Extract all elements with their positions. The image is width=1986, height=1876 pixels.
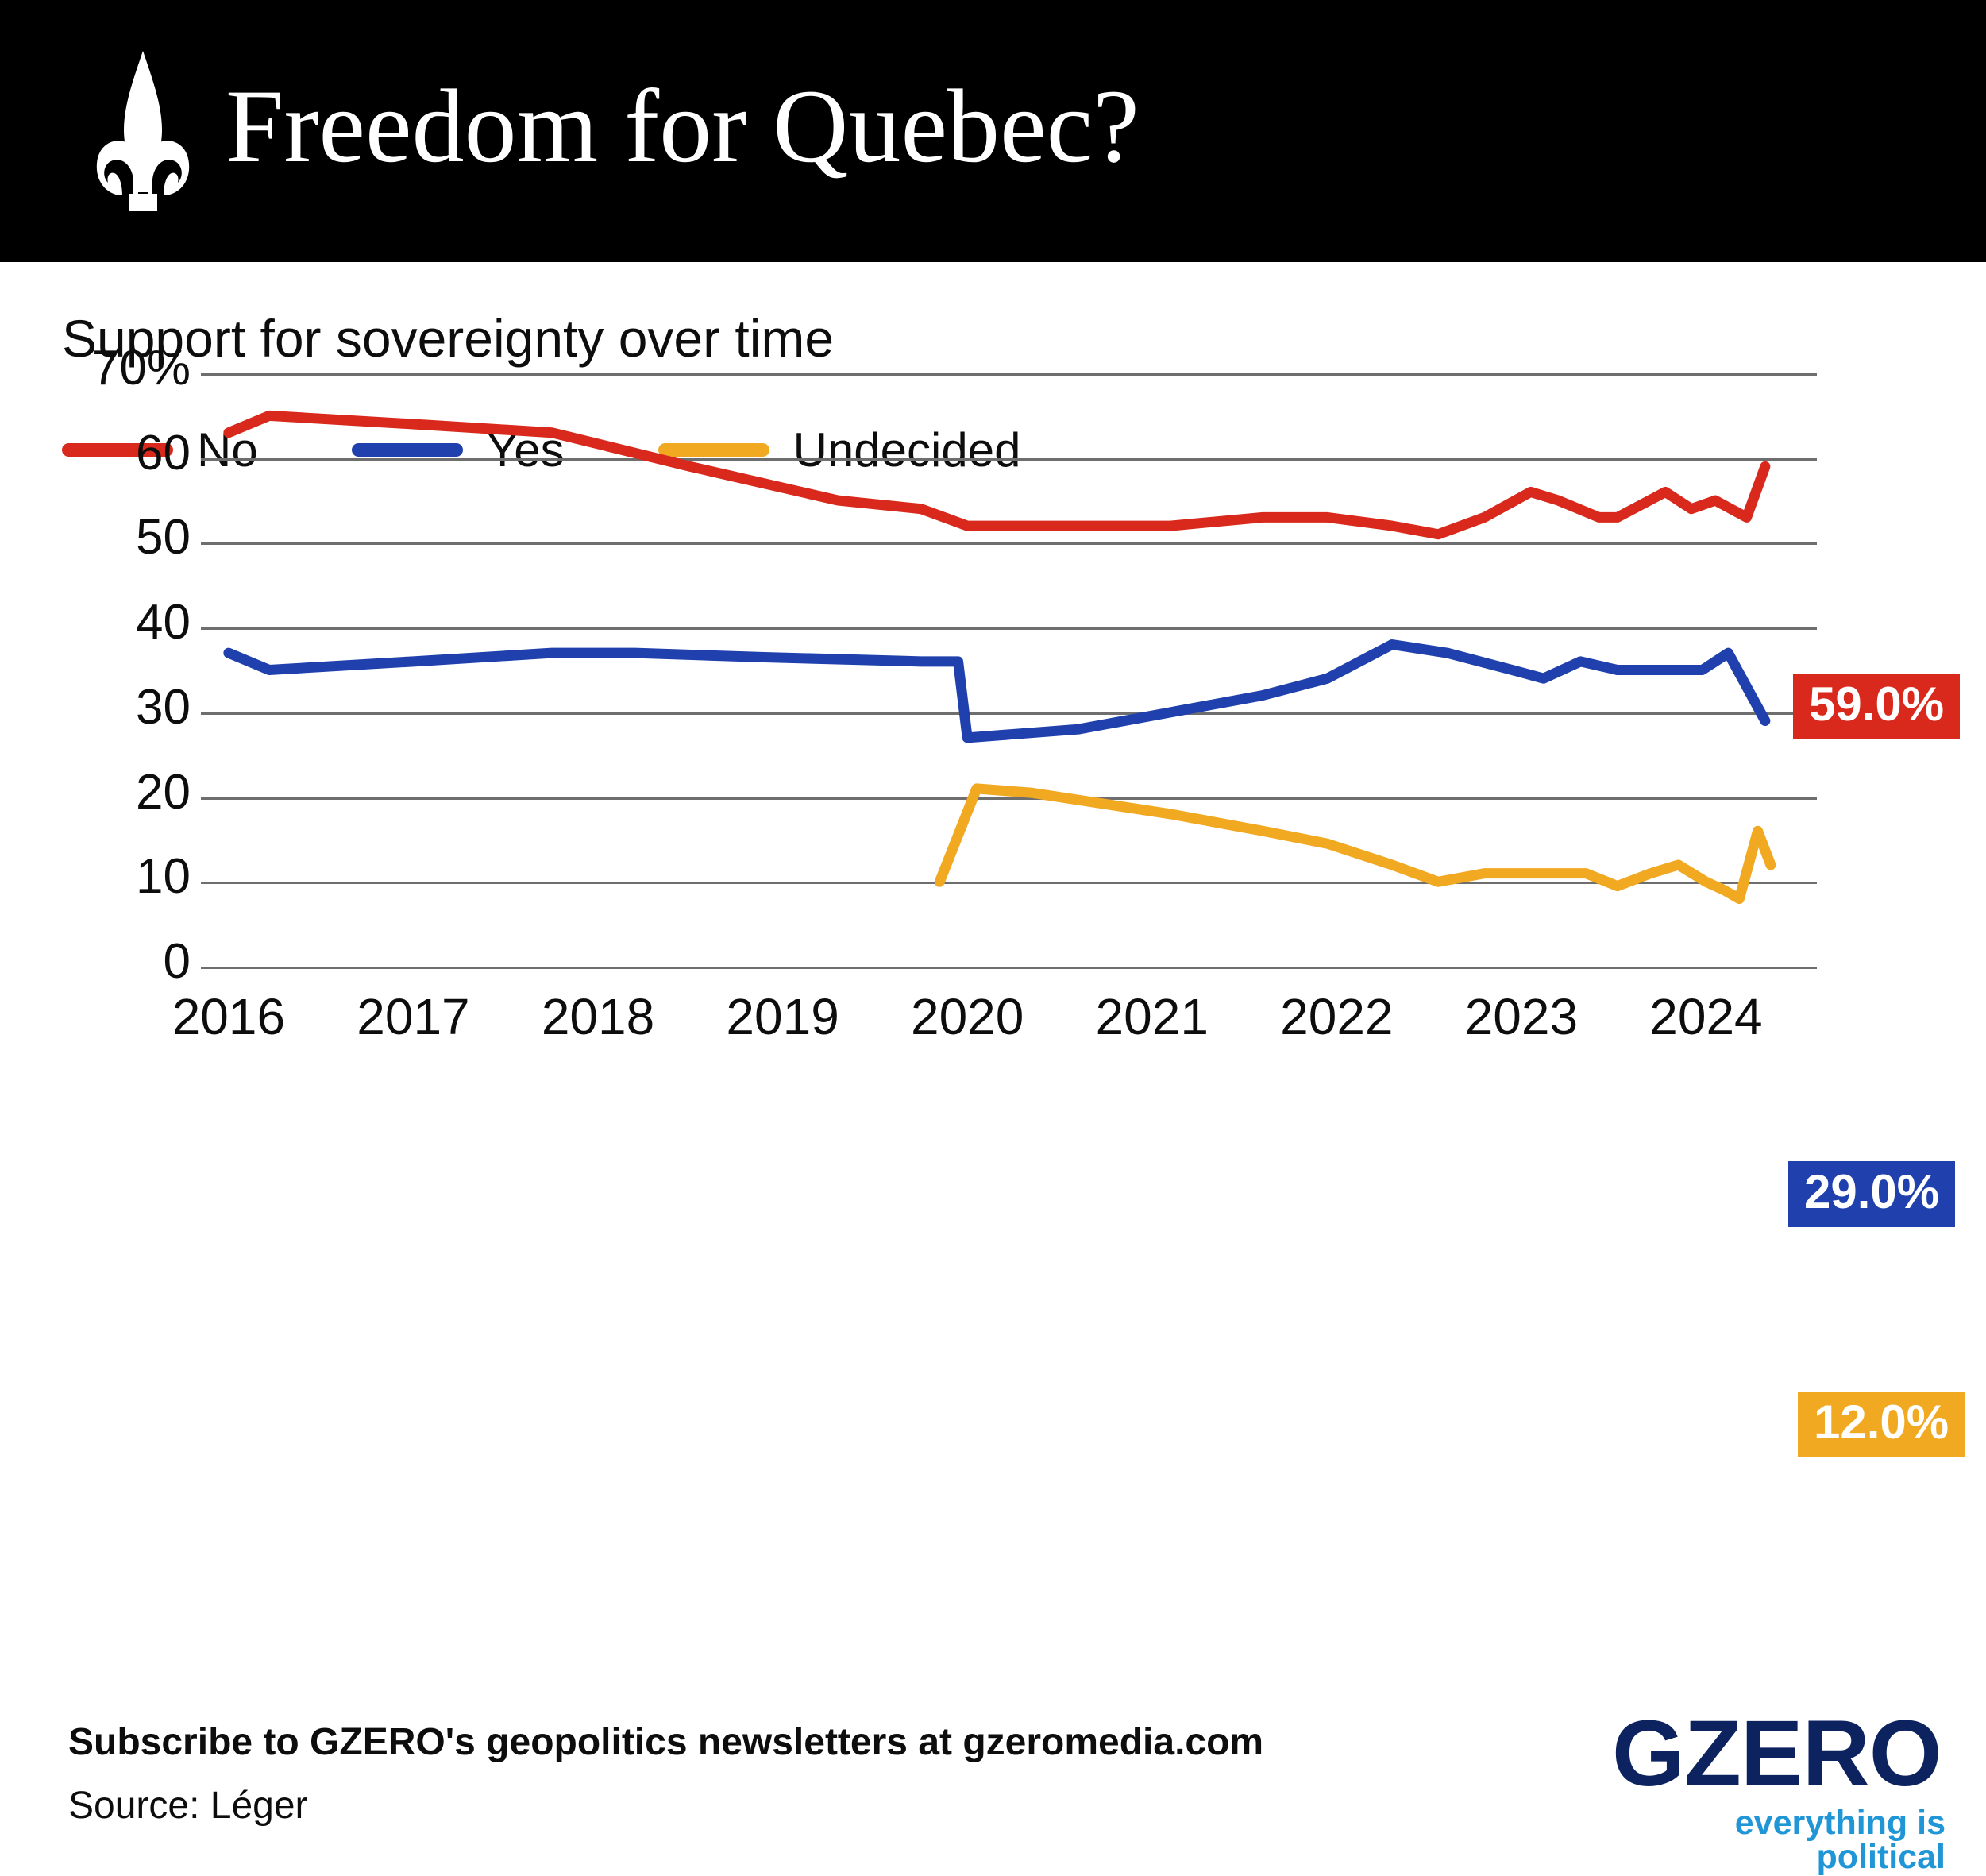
footer-subscribe-text: Subscribe to GZERO's geopolitics newslet… <box>68 1721 1264 1763</box>
y-tick-label-10: 10 <box>136 849 191 905</box>
gridline-10 <box>201 882 1817 885</box>
y-tick-label-50: 50 <box>136 510 191 566</box>
legend-swatch-no <box>62 442 173 457</box>
series-line-undecided <box>934 783 1776 905</box>
chart-legend: No Yes Undecided <box>62 421 1020 478</box>
gridline-0 <box>201 967 1817 969</box>
series-line-no <box>223 410 1771 540</box>
gridline-70 <box>201 373 1817 376</box>
header-banner: Freedom for Quebec? <box>0 0 1986 262</box>
y-tick-label-70: 70% <box>91 341 191 396</box>
legend-swatch-undecided <box>658 442 769 457</box>
y-tick-label-60: 60 <box>136 425 191 481</box>
x-tick-label-2019: 2019 <box>726 988 839 1045</box>
gridline-20 <box>201 797 1817 800</box>
chart-subtitle: Support for sovereignty over time <box>62 309 835 368</box>
gridline-40 <box>201 627 1817 631</box>
gzero-logo-tagline: everything is political <box>1734 1804 1946 1876</box>
x-tick-label-2023: 2023 <box>1464 988 1579 1045</box>
legend-swatch-yes <box>351 442 463 457</box>
x-tick-label-2024: 2024 <box>1649 988 1763 1045</box>
legend-item-undecided[interactable]: Undecided <box>658 423 1021 477</box>
footer-source-text: Source: Léger <box>68 1785 308 1827</box>
value-badge-no: 59.0% <box>1793 674 1961 739</box>
legend-label-undecided: Undecided <box>792 423 1021 477</box>
x-tick-label-2018: 2018 <box>541 988 655 1045</box>
gridline-50 <box>201 542 1817 546</box>
x-tick-label-2022: 2022 <box>1280 988 1394 1045</box>
gzero-logo: GZERO everything is political <box>1612 1701 1946 1876</box>
x-tick-label-2021: 2021 <box>1095 988 1209 1045</box>
series-line-yes <box>223 639 1771 743</box>
y-tick-label-20: 20 <box>136 764 191 820</box>
gzero-logo-wordmark: GZERO <box>1612 1701 1942 1806</box>
y-tick-label-0: 0 <box>163 934 191 989</box>
x-tick-label-2016: 2016 <box>172 988 286 1045</box>
fleur-de-lis-icon <box>96 51 190 211</box>
page-title: Freedom for Quebec? <box>226 68 1140 184</box>
x-tick-label-2020: 2020 <box>910 988 1024 1045</box>
value-badge-yes: 29.0% <box>1788 1161 1956 1227</box>
gridline-60 <box>201 457 1817 461</box>
gridline-30 <box>201 712 1817 715</box>
y-tick-label-40: 40 <box>136 595 191 650</box>
value-badge-undecided: 12.0% <box>1798 1392 1965 1457</box>
x-tick-label-2017: 2017 <box>357 988 470 1045</box>
y-tick-label-30: 30 <box>136 679 191 735</box>
chart-plot-area <box>223 410 1776 905</box>
